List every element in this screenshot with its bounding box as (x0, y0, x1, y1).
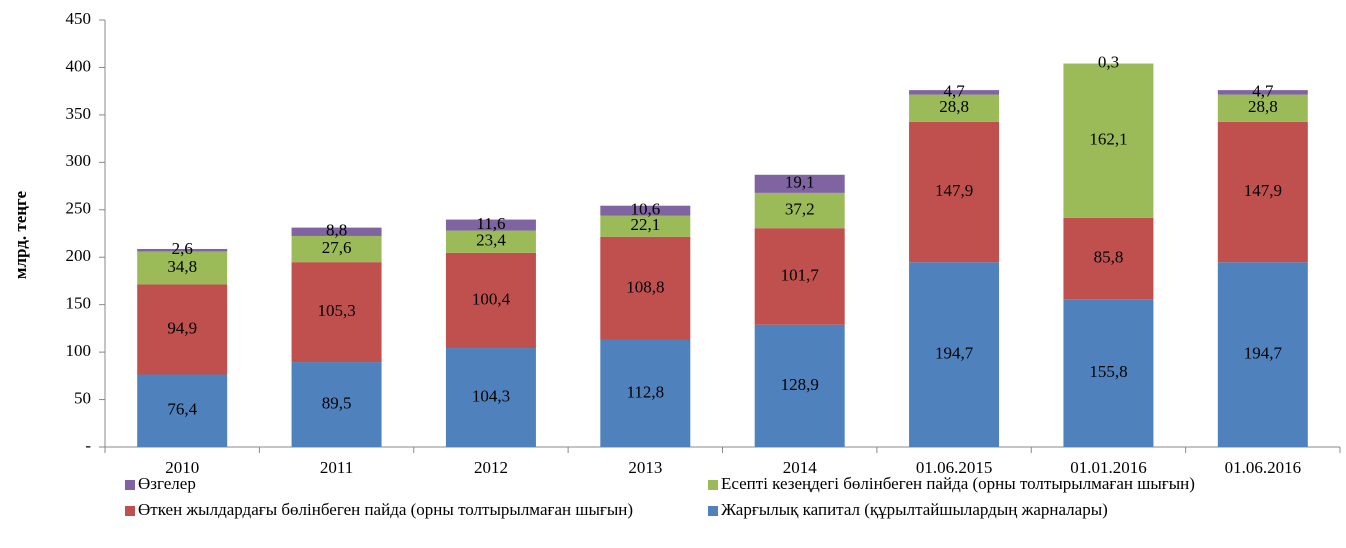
bar-segment (445, 230, 536, 253)
bar-segment (600, 205, 691, 216)
data-label: 19,1 (785, 173, 815, 192)
bar-segment (909, 94, 1000, 122)
data-label: 76,4 (167, 400, 197, 419)
bar-segment (291, 262, 382, 363)
data-label: 147,9 (1244, 181, 1282, 200)
bar-segment (291, 227, 382, 236)
data-label: 4,7 (943, 81, 965, 100)
bar-segment (754, 324, 845, 447)
data-label: 108,8 (626, 277, 664, 296)
data-label: 28,8 (939, 97, 969, 116)
bar-segment (1217, 90, 1308, 95)
data-label: 194,7 (1244, 344, 1283, 363)
y-axis-label: млрд. теңге (11, 190, 30, 279)
y-tick-label: 350 (66, 104, 92, 123)
legend-label: Есепті кезеңдегі бөлінбеген пайда (орны … (721, 474, 1195, 493)
bar-segment (600, 215, 691, 237)
bar-segment (909, 262, 1000, 447)
data-label: 11,6 (476, 214, 505, 233)
bar-segment (445, 348, 536, 447)
legend-label: Өткен жылдардағы бөлінбеген пайда (орны … (138, 500, 633, 519)
bar-segment (1063, 299, 1154, 447)
x-tick-label: 2014 (783, 458, 818, 477)
data-label: 0,3 (1098, 53, 1119, 72)
x-tick-label: 2013 (628, 458, 662, 477)
bar-segment (137, 251, 228, 285)
bar-segment (1063, 217, 1154, 300)
legend-swatch (125, 506, 135, 516)
x-tick-label: 01.06.2016 (1225, 458, 1302, 477)
bar-segment (445, 252, 536, 349)
bar-segment (1217, 94, 1308, 122)
data-label: 27,6 (322, 238, 352, 257)
data-label: 100,4 (472, 289, 511, 308)
data-label: 162,1 (1089, 130, 1127, 149)
data-label: 194,7 (935, 344, 974, 363)
y-tick-label: 250 (66, 199, 92, 218)
data-label: 94,9 (167, 318, 197, 337)
bar-segment (909, 90, 1000, 95)
data-label: 101,7 (781, 265, 820, 284)
data-label: 2,6 (172, 239, 193, 258)
legend-swatch (708, 480, 718, 490)
bar-segment (1063, 63, 1154, 218)
data-label: 104,3 (472, 386, 510, 405)
data-label: 37,2 (785, 199, 815, 218)
legend-label: Жарғылық капитал (құрылтайшылардың жарна… (721, 500, 1108, 519)
y-tick-label: 150 (66, 294, 92, 313)
x-tick-label: 2012 (474, 458, 508, 477)
data-label: 89,5 (322, 393, 352, 412)
data-label: 8,8 (326, 221, 347, 240)
data-label: 34,8 (167, 257, 197, 276)
bar-segment (754, 192, 845, 229)
bar-segment (1217, 262, 1308, 447)
data-label: 28,8 (1248, 97, 1278, 116)
bar-segment (754, 174, 845, 193)
bar-segment (754, 228, 845, 325)
y-tick-label: 200 (66, 246, 92, 265)
data-label: 4,7 (1252, 81, 1274, 100)
legend-swatch (125, 480, 135, 490)
bar-segment (1217, 121, 1308, 263)
data-label: 147,9 (935, 181, 973, 200)
bar-segment (909, 121, 1000, 263)
bar-segment (600, 236, 691, 340)
y-tick-label: 400 (66, 56, 92, 75)
bar-segment (137, 284, 228, 375)
legend-swatch (708, 506, 718, 516)
x-tick-label: 01.01.2016 (1070, 458, 1147, 477)
y-tick-label: 300 (66, 151, 92, 170)
x-tick-label: 01.06.2015 (916, 458, 993, 477)
y-tick-label: - (85, 436, 91, 455)
data-label: 105,3 (317, 301, 355, 320)
data-label: 128,9 (781, 375, 819, 394)
legend-label: Өзгелер (138, 474, 196, 493)
x-tick-label: 2010 (165, 458, 199, 477)
bar-segment (291, 235, 382, 263)
y-tick-label: 50 (74, 388, 91, 407)
data-label: 112,8 (627, 382, 665, 401)
bar-segment (291, 362, 382, 447)
data-label: 10,6 (630, 200, 660, 219)
bar-segment (600, 339, 691, 447)
data-label: 85,8 (1094, 247, 1124, 266)
y-tick-label: 450 (66, 9, 92, 28)
x-tick-label: 2011 (320, 458, 353, 477)
bar-segment (137, 374, 228, 447)
y-tick-label: 100 (66, 341, 92, 360)
bar-segment (137, 248, 228, 252)
bar-segment (445, 219, 536, 231)
data-label: 155,8 (1089, 362, 1127, 381)
data-label: 23,4 (476, 231, 506, 250)
data-label: 22,1 (630, 215, 660, 234)
